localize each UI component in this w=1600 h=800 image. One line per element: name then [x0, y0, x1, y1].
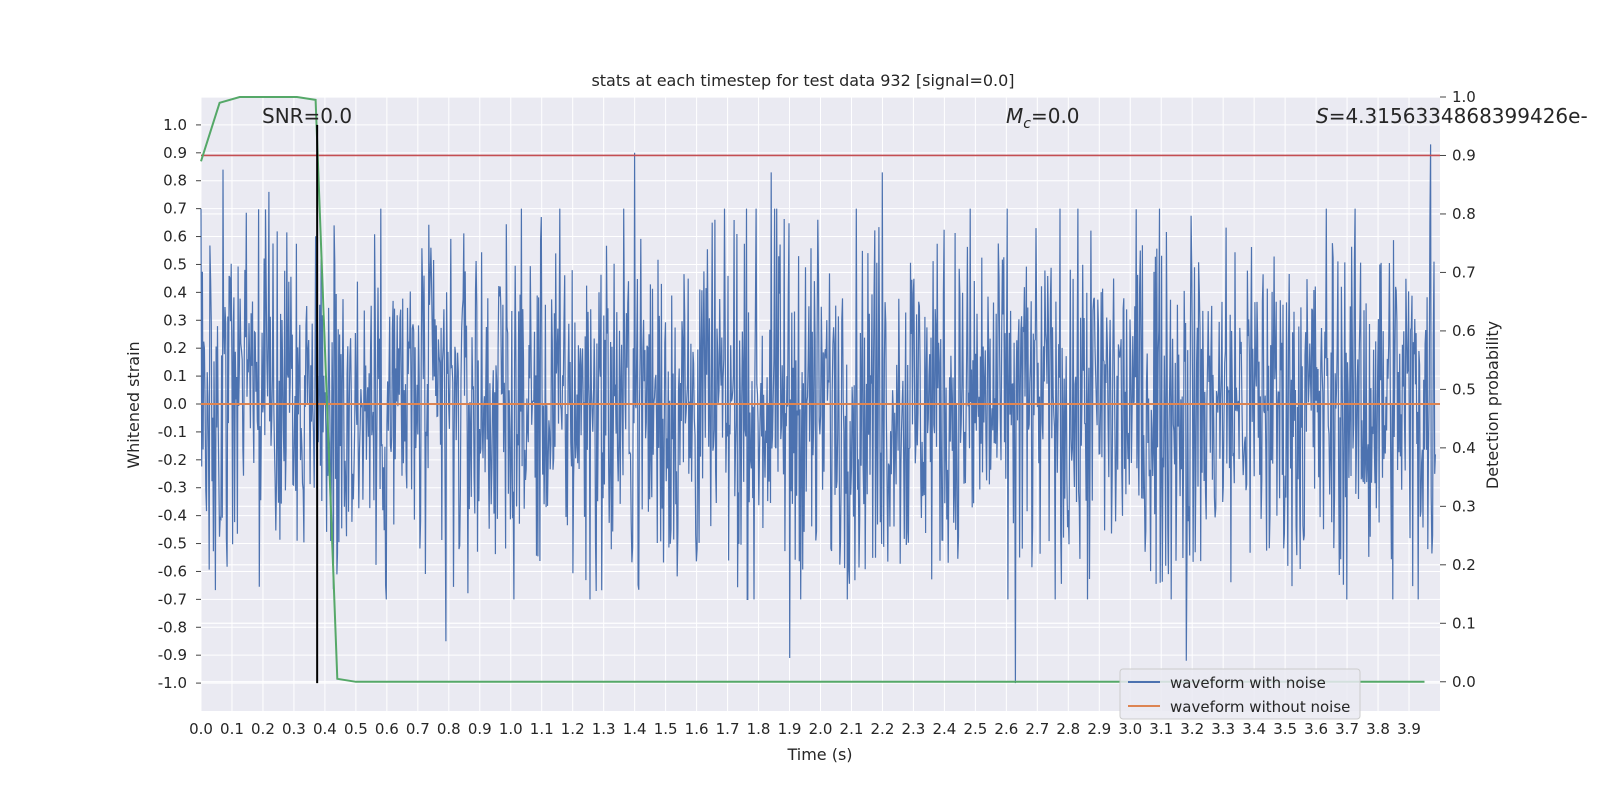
x-tick-label: 1.8 [747, 720, 771, 738]
x-tick-label: 2.2 [871, 720, 895, 738]
legend-box [1119, 668, 1361, 720]
y-tick-label: 0.5 [163, 255, 187, 273]
x-axis-label: Time (s) [786, 745, 852, 764]
y-tick-label: -0.6 [158, 562, 187, 580]
snr-annotation: SNR=0.0 [262, 104, 352, 128]
x-tick-label: 2.1 [840, 720, 864, 738]
legend: waveform with noise waveform without noi… [1119, 668, 1361, 720]
x-tick-label: 3.2 [1180, 720, 1204, 738]
y-tick-label: 0.8 [163, 172, 187, 190]
y2-axis-label: Detection probability [1483, 321, 1502, 489]
x-tick-label: 2.3 [901, 720, 925, 738]
y-tick-label: -0.3 [158, 479, 187, 497]
x-tick-label: 0.3 [282, 720, 306, 738]
y-tick-label: 0.4 [163, 283, 187, 301]
y-tick-label: 0.6 [163, 228, 187, 246]
y-tick-label: -0.8 [158, 618, 187, 636]
x-tick-label: 3.7 [1335, 720, 1359, 738]
x-tick-label: 3.3 [1211, 720, 1235, 738]
x-tick-label: 3.9 [1397, 720, 1421, 738]
x-tick-label: 1.3 [592, 720, 616, 738]
y-tick-label: 0.1 [163, 367, 187, 385]
x-tick-label: 0.0 [189, 720, 213, 738]
x-tick-label: 0.9 [468, 720, 492, 738]
y2-tick-label: 0.8 [1452, 205, 1476, 223]
y2-tick-label: 0.5 [1452, 380, 1476, 398]
probability-line [200, 96, 1425, 683]
y-tick-label: 0.0 [163, 395, 187, 413]
x-tick-label: 1.9 [778, 720, 802, 738]
x-tick-label: 3.0 [1118, 720, 1142, 738]
y-axis-ticks: 1.0 0.9 0.8 0.7 0.6 0.5 0.4 0.3 0.2 0.1 0.0 -0.1 -0.… [158, 116, 201, 692]
x-tick-label: 0.7 [406, 720, 430, 738]
legend-label-clean: waveform without noise [1170, 698, 1350, 716]
x-tick-label: 1.5 [654, 720, 678, 738]
y2-tick-label: 0.4 [1452, 439, 1476, 457]
y2-tick-label: 0.6 [1452, 322, 1476, 340]
x-tick-label: 2.6 [994, 720, 1018, 738]
x-tick-label: 0.8 [437, 720, 461, 738]
series-detection-probability [200, 96, 1425, 683]
y-tick-label: -0.4 [158, 507, 187, 525]
x-tick-label: 3.1 [1149, 720, 1173, 738]
y-tick-label: 0.7 [163, 200, 187, 218]
x-tick-label: 2.5 [963, 720, 987, 738]
x-tick-label: 1.4 [623, 720, 647, 738]
x-axis-ticks: 0.0 0.1 0.2 0.3 0.4 0.5 0.6 0.7 0.8 0.9 1.0 1.1 1.2 1… [189, 720, 1421, 738]
x-tick-label: 0.5 [344, 720, 368, 738]
x-tick-label: 2.4 [932, 720, 956, 738]
y2-tick-label: 1.0 [1452, 88, 1476, 106]
noise-line [200, 144, 1436, 684]
x-tick-label: 3.4 [1242, 720, 1266, 738]
y-tick-label: -0.1 [158, 423, 187, 441]
y-tick-label: -0.7 [158, 590, 187, 608]
x-tick-label: 1.7 [716, 720, 740, 738]
y2-tick-label: 0.2 [1452, 556, 1476, 574]
y-tick-label: 0.3 [163, 311, 187, 329]
y2-tick-label: 0.9 [1452, 146, 1476, 164]
series-waveform-with-noise [200, 144, 1436, 684]
x-tick-label: 2.0 [809, 720, 833, 738]
y2-tick-label: 0.7 [1452, 263, 1476, 281]
y-tick-label: 1.0 [163, 116, 187, 134]
y-tick-label: -0.9 [158, 646, 187, 664]
chart-title: stats at each timestep for test data 932… [591, 71, 1014, 90]
y-tick-label: -0.2 [158, 451, 187, 469]
x-tick-label: 1.6 [685, 720, 709, 738]
x-tick-label: 1.2 [561, 720, 585, 738]
x-tick-label: 0.4 [313, 720, 337, 738]
x-tick-label: 0.2 [251, 720, 275, 738]
x-tick-label: 0.6 [375, 720, 399, 738]
x-tick-label: 1.1 [530, 720, 554, 738]
x-tick-label: 0.1 [220, 720, 244, 738]
x-tick-label: 3.8 [1366, 720, 1390, 738]
y2-axis-ticks: 1.0 0.9 0.8 0.7 0.6 0.5 0.4 0.3 0.2 0.1 0.0 [1440, 88, 1476, 691]
x-tick-label: 2.7 [1025, 720, 1049, 738]
x-tick-label: 3.6 [1304, 720, 1328, 738]
s-annotation: S=4.3156334868399426e- [1316, 104, 1588, 128]
y-axis-label: Whitened strain [124, 341, 143, 468]
y-tick-label: 0.9 [163, 144, 187, 162]
x-tick-label: 2.8 [1056, 720, 1080, 738]
y2-tick-label: 0.3 [1452, 497, 1476, 515]
y2-tick-label: 0.1 [1452, 614, 1476, 632]
mc-annotation: Mc=0.0 [1006, 104, 1080, 132]
x-tick-label: 3.5 [1273, 720, 1297, 738]
y-tick-label: 0.2 [163, 339, 187, 357]
x-tick-label: 2.9 [1087, 720, 1111, 738]
legend-label-noise: waveform with noise [1170, 674, 1326, 692]
y-tick-label: -0.5 [158, 535, 187, 553]
x-tick-label: 1.0 [499, 720, 523, 738]
y2-tick-label: 0.0 [1452, 673, 1476, 691]
y-tick-label: -1.0 [158, 674, 187, 692]
